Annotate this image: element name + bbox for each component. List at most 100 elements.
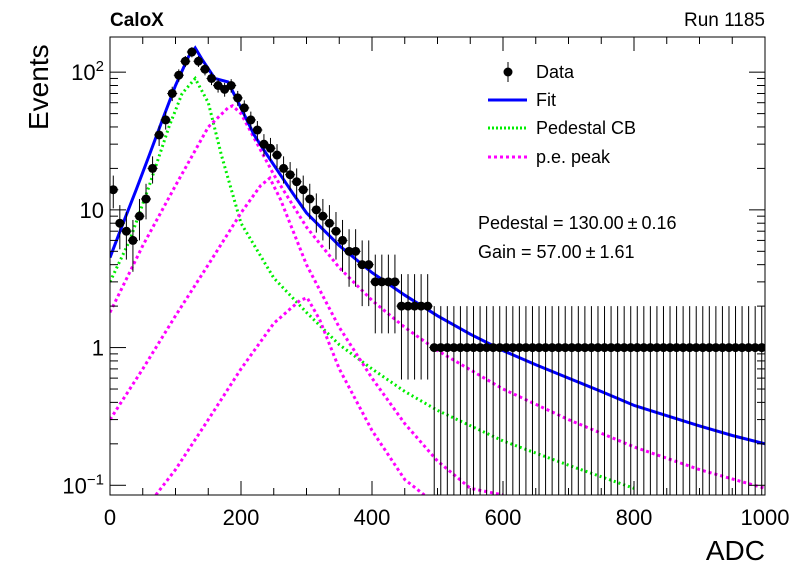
data-point	[265, 143, 275, 153]
data-point	[436, 343, 446, 353]
data-point	[311, 205, 321, 215]
data-point	[233, 93, 243, 103]
pedestal-cb-curve	[110, 75, 635, 490]
data-point	[226, 80, 236, 90]
data-point	[154, 130, 164, 140]
x-axis-label: ADC	[706, 535, 765, 566]
data-point	[501, 343, 511, 353]
data-point	[652, 343, 662, 353]
data-point	[364, 260, 374, 270]
y-tick-label: 102	[71, 58, 104, 85]
data-point	[148, 163, 158, 173]
gain-error: 1.61	[599, 242, 634, 262]
data-point	[442, 343, 452, 353]
data-point	[239, 103, 249, 113]
data-point	[121, 226, 131, 236]
pm-symbol: ±	[628, 213, 638, 233]
experiment-label: CaloX	[110, 10, 164, 31]
legend-entry-pedestal: Pedestal CB	[488, 118, 636, 138]
data-point	[724, 343, 734, 353]
data-point	[213, 80, 223, 90]
data-point	[187, 47, 197, 57]
data-point	[246, 115, 256, 125]
x-tick-label: 1000	[741, 505, 790, 530]
data-point	[305, 194, 315, 204]
data-point	[410, 301, 420, 311]
data-point	[711, 343, 721, 353]
x-tick-label: 200	[223, 505, 260, 530]
data-point	[331, 226, 341, 236]
data-point	[455, 343, 465, 353]
data-point	[672, 343, 682, 353]
legend-label-fit: Fit	[536, 90, 556, 110]
data-point	[541, 343, 551, 353]
data-point	[482, 343, 492, 353]
data-point	[691, 343, 701, 353]
pedestal-error: 0.16	[642, 213, 677, 233]
data-point	[141, 194, 151, 204]
data-point	[580, 343, 590, 353]
x-tick-label: 800	[616, 505, 653, 530]
data-point	[731, 343, 741, 353]
data-point	[449, 343, 459, 353]
data-point	[593, 343, 603, 353]
data-point	[357, 260, 367, 270]
y-axis-label: Events	[23, 44, 54, 130]
data-point	[527, 343, 537, 353]
legend: Data Fit Pedestal CB p.e. peak	[488, 62, 636, 167]
x-tick-label: 400	[354, 505, 391, 530]
legend-label-data: Data	[536, 62, 575, 82]
data-point	[717, 343, 727, 353]
data-point	[390, 277, 400, 287]
data-point	[344, 246, 354, 256]
data-point	[423, 301, 433, 311]
data-point	[678, 343, 688, 353]
data-point	[429, 343, 439, 353]
data-point	[279, 163, 289, 173]
gain-value: Gain = 57.00	[478, 242, 582, 262]
data-point	[298, 185, 308, 195]
legend-label-pe-peak: p.e. peak	[536, 147, 611, 167]
data-point	[573, 343, 583, 353]
data-point	[207, 73, 217, 83]
data-point	[685, 343, 695, 353]
data-point	[586, 343, 596, 353]
data-point	[613, 343, 623, 353]
data-point	[567, 343, 577, 353]
data-point	[619, 343, 629, 353]
data-point	[128, 235, 138, 245]
y-tick-label: 1	[92, 336, 104, 361]
pedestal-result: Pedestal = 130.00 ±0.16	[478, 213, 677, 233]
legend-entry-fit: Fit	[488, 90, 556, 110]
legend-entry-pe-peak: p.e. peak	[488, 147, 611, 167]
legend-entry-data: Data	[503, 62, 575, 82]
data-point	[626, 343, 636, 353]
data-point	[259, 139, 269, 149]
pe-peak-curve-4	[110, 175, 504, 495]
data-point	[383, 277, 393, 287]
data-point	[338, 235, 348, 245]
legend-data-marker	[503, 67, 513, 77]
data-point	[534, 343, 544, 353]
data-point	[658, 343, 668, 353]
pm-symbol: ±	[586, 242, 596, 262]
data-point	[134, 211, 144, 221]
run-label: Run 1185	[684, 10, 765, 31]
data-point	[252, 125, 262, 135]
data-point	[521, 343, 531, 353]
data-point	[744, 343, 754, 353]
data-point	[665, 343, 675, 353]
data-points	[110, 47, 765, 495]
data-point	[737, 343, 747, 353]
data-point	[292, 177, 302, 187]
data-point	[110, 185, 118, 195]
data-point	[161, 115, 171, 125]
legend-label-pedestal: Pedestal CB	[536, 118, 636, 138]
data-point	[174, 70, 184, 80]
data-point	[508, 343, 518, 353]
data-point	[560, 343, 570, 353]
data-point	[167, 88, 177, 98]
x-tick-label: 600	[485, 505, 522, 530]
data-point	[180, 56, 190, 66]
